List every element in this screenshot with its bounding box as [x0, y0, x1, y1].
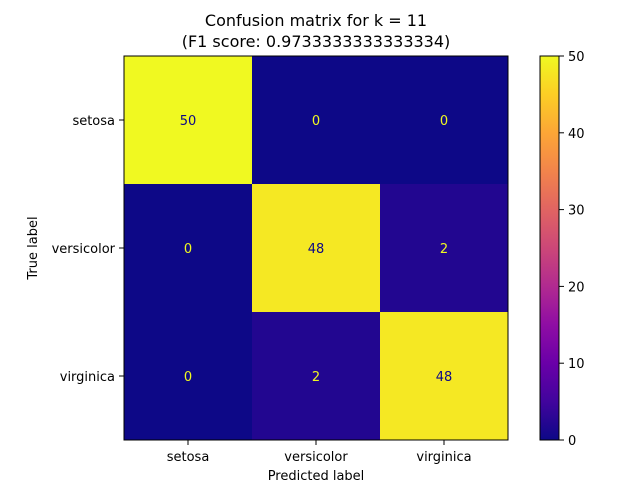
colorbar-tick-label: 30 — [568, 204, 585, 219]
cell-value-label: 0 — [312, 114, 320, 129]
colorbar-tick-label: 10 — [568, 357, 585, 372]
colorbar — [539, 55, 560, 441]
y-tick-label: versicolor — [52, 242, 116, 257]
matrix-cell — [252, 312, 381, 441]
matrix-cell — [124, 184, 253, 313]
x-axis-label: Predicted label — [268, 469, 365, 484]
colorbar-tick-label: 20 — [568, 280, 585, 295]
colorbar-ticks: 0 10 20 30 40 50 — [559, 50, 585, 449]
matrix-cell — [380, 56, 509, 185]
cell-value-label: 50 — [180, 114, 197, 129]
matrix-cell — [124, 56, 253, 185]
y-tick-label: setosa — [72, 114, 115, 129]
y-axis-ticks: setosa versicolor virginica — [52, 114, 124, 385]
chart-title-line-1: Confusion matrix for k = 11 — [205, 11, 427, 30]
x-tick-label: versicolor — [284, 450, 348, 465]
x-axis-ticks: setosa versicolor virginica — [167, 440, 472, 465]
colorbar-tick-label: 40 — [568, 127, 585, 142]
matrix-cell — [252, 184, 381, 313]
y-axis-label: True label — [26, 216, 41, 280]
cell-value-label: 0 — [184, 242, 192, 257]
matrix-cell — [380, 184, 509, 313]
colorbar-tick-label: 50 — [568, 50, 585, 65]
cell-value-label: 0 — [440, 114, 448, 129]
colorbar-tick-label: 0 — [568, 434, 576, 449]
cell-value-label: 0 — [184, 370, 192, 385]
x-tick-label: virginica — [416, 450, 471, 465]
x-tick-label: setosa — [167, 450, 210, 465]
matrix-cell — [252, 56, 381, 185]
cell-value-label: 48 — [436, 370, 453, 385]
cell-value-label: 48 — [308, 242, 325, 257]
y-tick-label: virginica — [60, 370, 115, 385]
matrix-cell — [380, 312, 509, 441]
confusion-matrix-grid: 50 0 0 0 48 2 0 2 48 — [124, 56, 509, 441]
cell-value-label: 2 — [440, 242, 448, 257]
chart-title-line-2: (F1 score: 0.9733333333333334) — [182, 32, 451, 51]
cell-value-label: 2 — [312, 370, 320, 385]
matrix-cell — [124, 312, 253, 441]
